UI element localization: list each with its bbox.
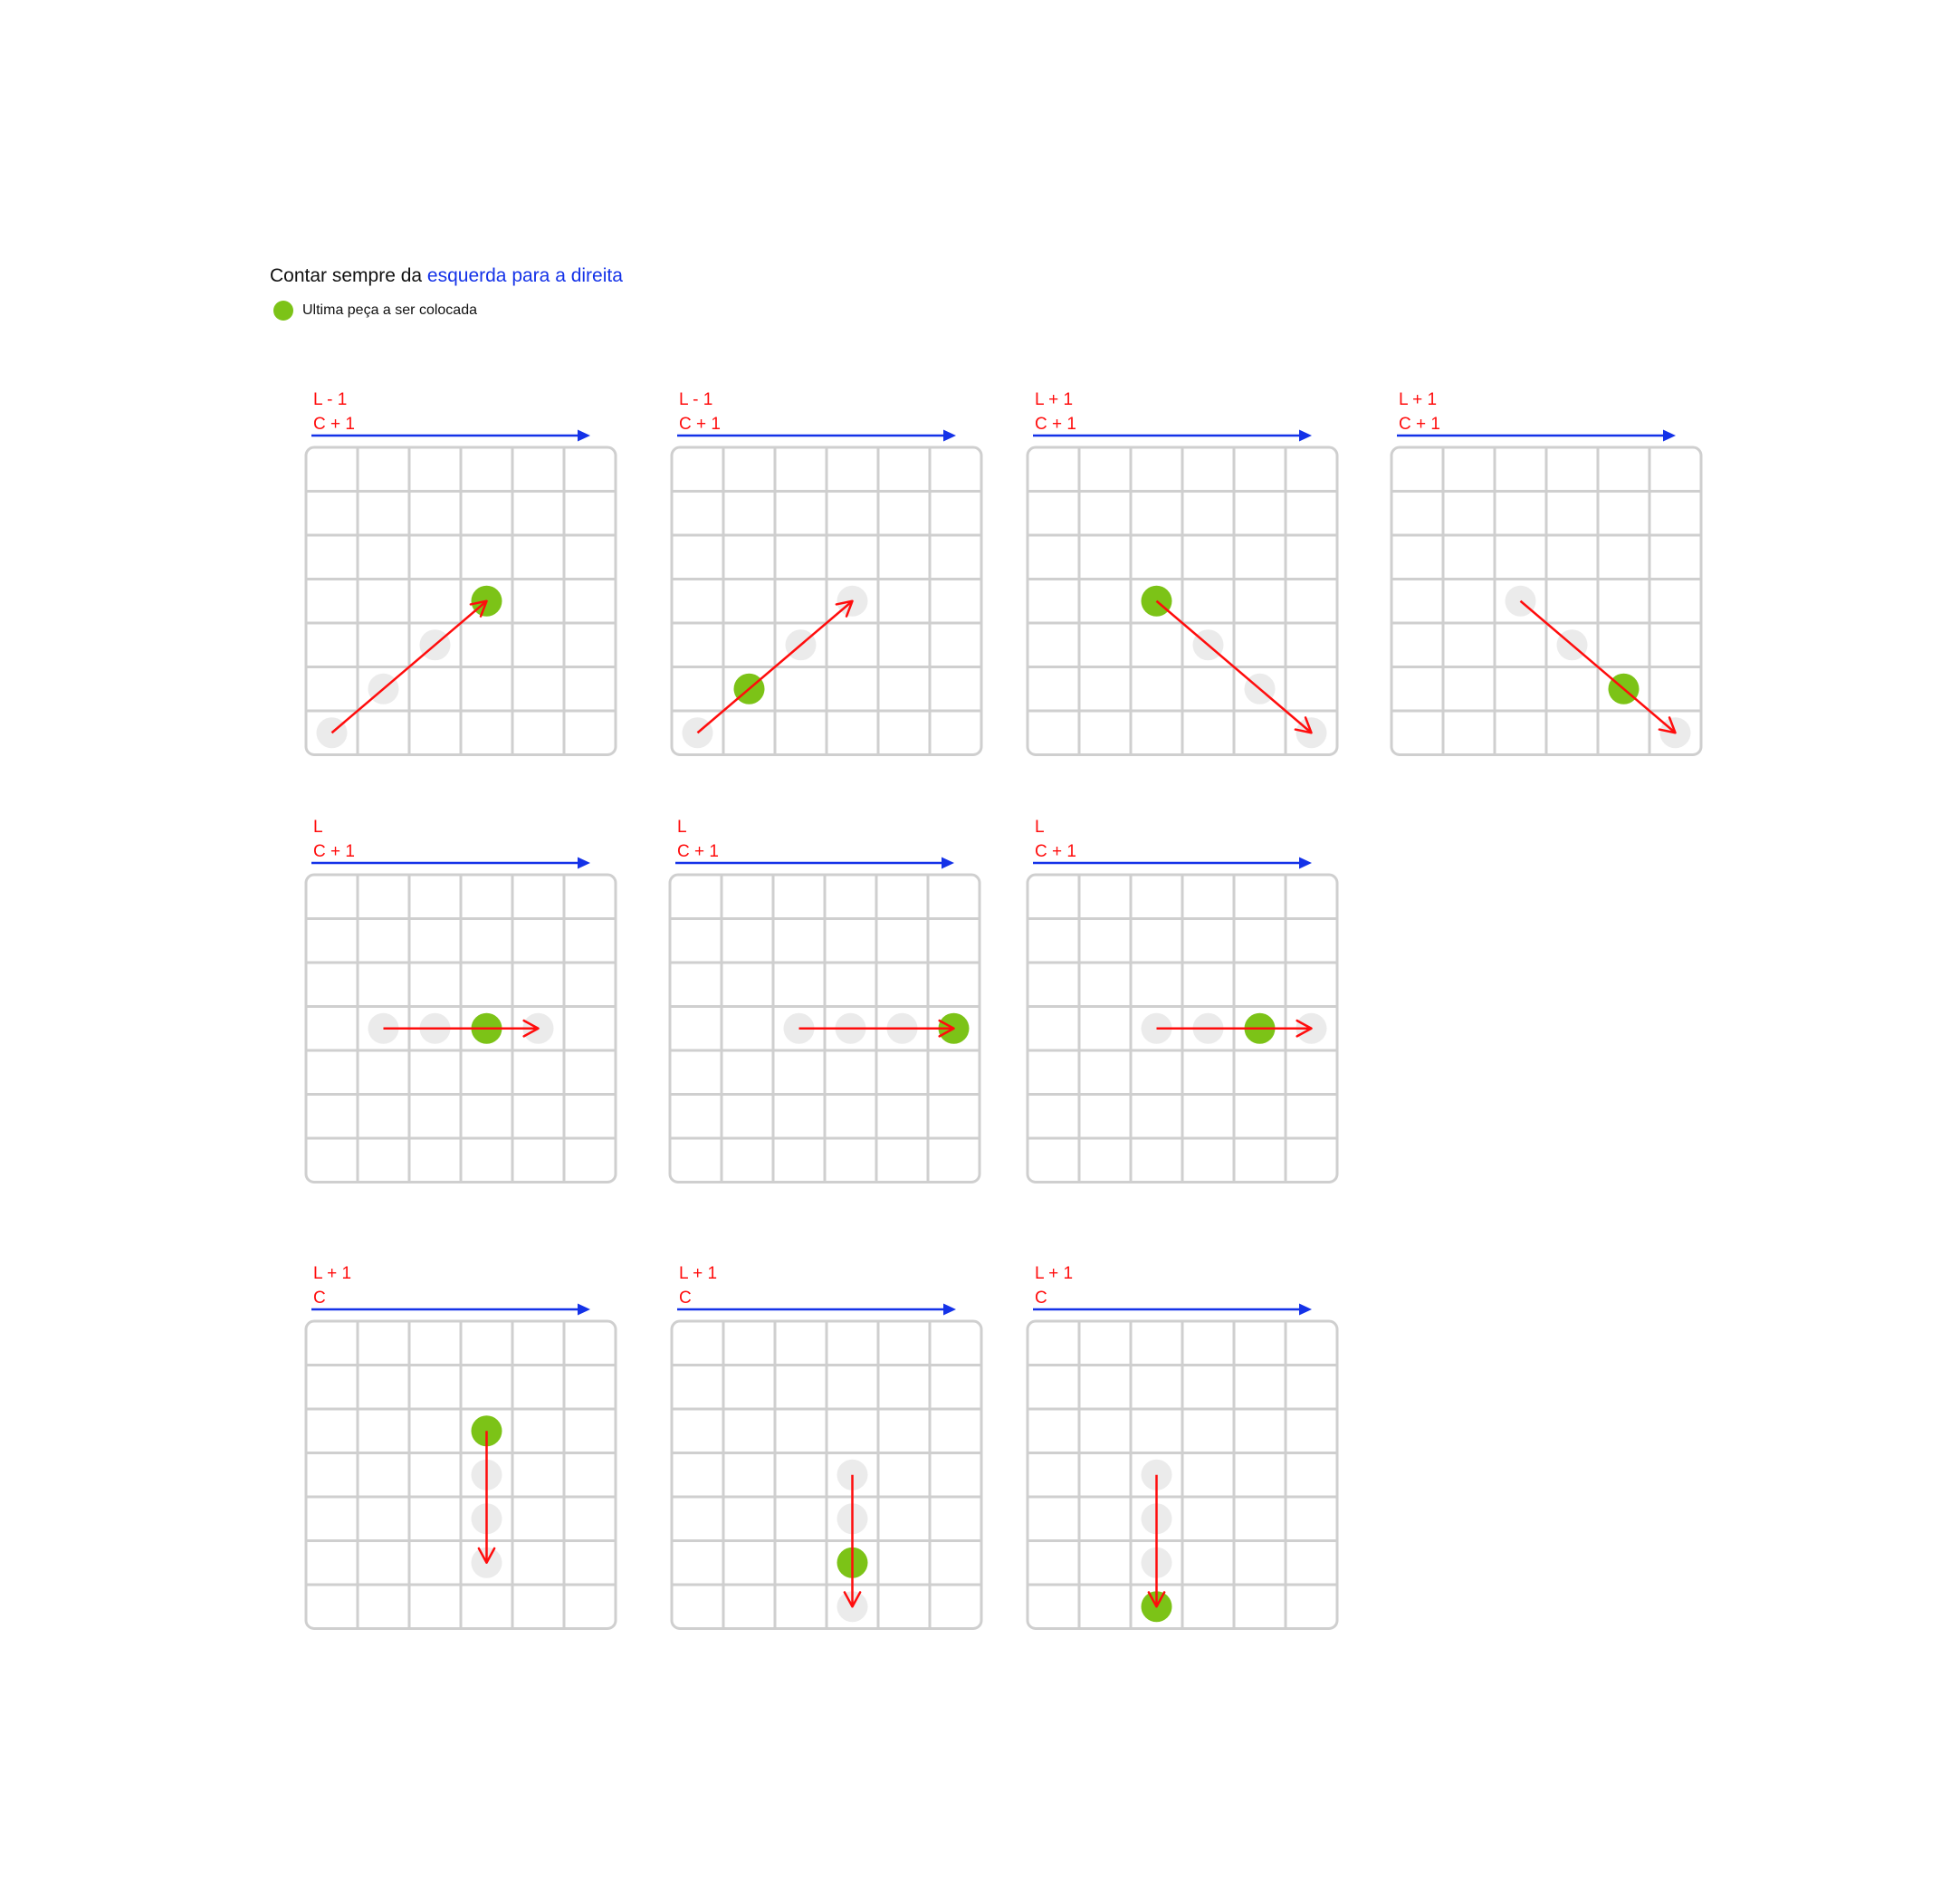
panel-graphic <box>1026 857 1339 1184</box>
page-title: Contar sempre da esquerda para a direita <box>270 265 623 287</box>
col-offset-label: C + 1 <box>1399 415 1440 434</box>
direction-arrowhead-icon <box>1663 429 1676 442</box>
direction-arrowhead-icon <box>578 429 590 442</box>
panel-graphic <box>304 1303 617 1630</box>
move-arrow-line <box>696 599 854 734</box>
move-arrowhead-icon <box>522 1019 540 1038</box>
direction-arrowhead-icon <box>1299 857 1312 869</box>
row-offset-label: L + 1 <box>679 1264 718 1283</box>
move-panel-5: L C + 1 <box>270 808 617 1188</box>
panel-graphic <box>304 857 617 1184</box>
col-offset-label: C + 1 <box>1035 842 1076 861</box>
col-offset-label: C + 1 <box>677 842 719 861</box>
row-offset-label: L + 1 <box>1035 390 1074 409</box>
row-offset-label: L <box>313 818 323 837</box>
move-arrowhead-icon <box>1296 1019 1313 1038</box>
move-panel-8: L + 1 C <box>270 1254 617 1634</box>
direction-arrowhead-icon <box>943 429 956 442</box>
direction-arrowhead-icon <box>578 857 590 869</box>
legend: Ultima peça a ser colocada <box>273 299 477 322</box>
row-offset-label: L - 1 <box>313 390 348 409</box>
direction-arrowhead-icon <box>943 1303 956 1316</box>
move-arrowhead-icon <box>843 1591 862 1608</box>
move-arrowhead-icon <box>1294 716 1313 734</box>
move-panel-2: L - 1 C + 1 <box>636 380 983 761</box>
row-offset-label: L + 1 <box>1399 390 1438 409</box>
move-arrow-line <box>330 599 488 734</box>
direction-arrowhead-icon <box>1299 429 1312 442</box>
move-arrowhead-icon <box>835 599 854 618</box>
row-offset-label: L <box>1035 818 1045 837</box>
panel-graphic <box>670 1303 983 1630</box>
panel-graphic <box>1390 429 1703 756</box>
col-offset-label: C <box>1035 1289 1047 1308</box>
panel-graphic <box>668 857 981 1184</box>
row-offset-label: L <box>677 818 687 837</box>
move-arrowhead-icon <box>1658 716 1677 734</box>
col-offset-label: C + 1 <box>313 415 355 434</box>
green-dot-icon <box>273 301 293 321</box>
move-panel-6: L C + 1 <box>634 808 981 1188</box>
panel-graphic <box>304 429 617 756</box>
col-offset-label: C <box>313 1289 326 1308</box>
panel-graphic <box>670 429 983 756</box>
row-offset-label: L - 1 <box>679 390 713 409</box>
direction-arrowhead-icon <box>1299 1303 1312 1316</box>
col-offset-label: C + 1 <box>679 415 721 434</box>
move-panel-7: L C + 1 <box>991 808 1339 1188</box>
panel-graphic <box>1026 429 1339 756</box>
row-offset-label: L + 1 <box>313 1264 352 1283</box>
col-offset-label: C + 1 <box>1035 415 1076 434</box>
move-panel-4: L + 1 C + 1 <box>1355 380 1703 761</box>
move-panel-9: L + 1 C <box>636 1254 983 1634</box>
row-offset-label: L + 1 <box>1035 1264 1074 1283</box>
move-panel-3: L + 1 C + 1 <box>991 380 1339 761</box>
col-offset-label: C + 1 <box>313 842 355 861</box>
move-panel-1: L - 1 C + 1 <box>270 380 617 761</box>
move-arrowhead-icon <box>477 1547 496 1564</box>
move-arrowhead-icon <box>469 599 488 618</box>
move-arrowhead-icon <box>938 1019 955 1038</box>
legend-label: Ultima peça a ser colocada <box>302 302 477 318</box>
col-offset-label: C <box>679 1289 692 1308</box>
move-arrow-line <box>1155 599 1313 734</box>
move-panel-10: L + 1 C <box>991 1254 1339 1634</box>
title-prefix: Contar sempre da <box>270 265 427 286</box>
move-arrowhead-icon <box>1147 1591 1166 1608</box>
panel-graphic <box>1026 1303 1339 1630</box>
direction-arrowhead-icon <box>942 857 954 869</box>
direction-arrowhead-icon <box>578 1303 590 1316</box>
move-arrow-line <box>1519 599 1677 734</box>
title-highlight: esquerda para a direita <box>426 265 623 286</box>
